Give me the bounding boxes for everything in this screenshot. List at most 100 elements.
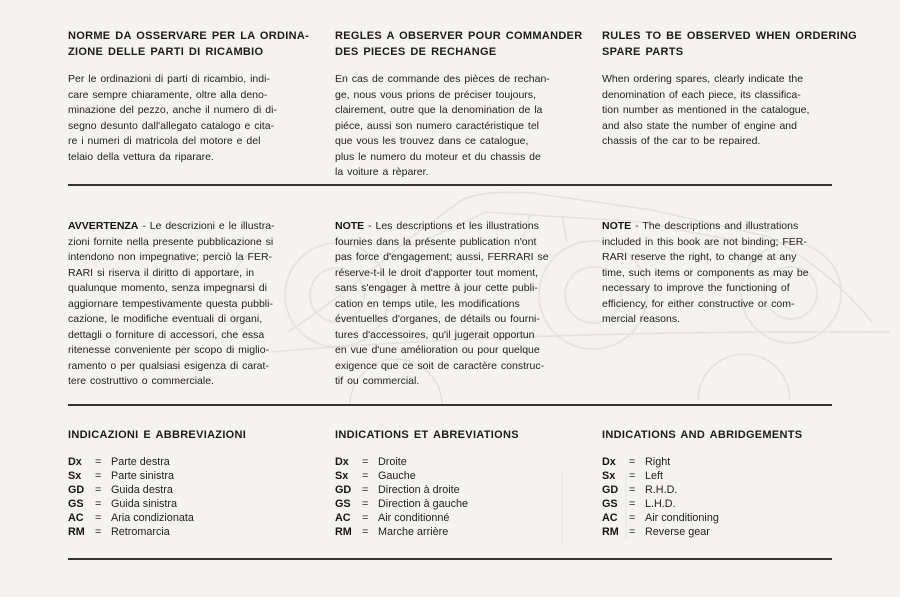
notes-section: AVVERTENZA - Le descrizioni e le illustr… xyxy=(68,219,834,390)
ordering-rules-title-it: NORME DA OSSERVARE PER LA ORDINA- ZIONE … xyxy=(68,30,310,58)
abbreviation-definition: Parte sinistra xyxy=(111,469,175,482)
abbreviation-code: Dx xyxy=(68,456,82,468)
abbreviation-definition: Air conditionné xyxy=(378,511,450,524)
abbreviation-code: Sx xyxy=(68,469,82,482)
abbreviation-definition: Air conditioning xyxy=(645,511,719,524)
abbreviations-list-it: Dx = Parte destra Sx = Parte sinistra GD = Gui… xyxy=(68,456,300,539)
abbreviation-definition: Droite xyxy=(378,456,407,468)
abbreviation-definition: R.H.D. xyxy=(645,483,678,496)
abbreviation-definition: Retromarcia xyxy=(111,525,170,538)
abbreviations-heading-row: INDICAZIONI E ABBREVIAZIONI INDICATIONS … xyxy=(68,429,834,441)
abbreviation-definition: Right xyxy=(645,456,671,468)
abbreviation-code: AC xyxy=(602,511,618,524)
column-italian: NORME DA OSSERVARE PER LA ORDINA- ZIONE … xyxy=(68,28,310,181)
abbreviation-code: GD xyxy=(335,483,352,496)
abbreviation-row: Dx = Droite xyxy=(335,456,567,470)
equals-sign: = xyxy=(629,456,636,468)
note-text-it: - Le descrizioni e le illustra- zioni fo… xyxy=(68,220,275,387)
equals-sign: = xyxy=(362,456,369,468)
abbreviation-row: Dx = Right xyxy=(602,456,834,470)
abbreviation-definition: Left xyxy=(645,469,664,482)
ordering-rules-paragraph-en: When ordering spares, clearly indicate t… xyxy=(602,73,810,147)
abbreviation-definition: Direction à droite xyxy=(378,483,460,496)
ordering-rules-paragraph-fr: En cas de commande des pièces de rechan-… xyxy=(335,73,550,178)
abbreviation-definition: Guida sinistra xyxy=(111,497,178,510)
abbreviation-row: Dx = Parte destra xyxy=(68,456,300,470)
abbreviation-definition: Guida destra xyxy=(111,483,173,496)
equals-sign: = xyxy=(95,525,102,538)
abbreviation-row: Sx = Parte sinistra xyxy=(68,470,300,484)
abbreviation-code: GS xyxy=(68,497,84,510)
ordering-rules-section: NORME DA OSSERVARE PER LA ORDINA- ZIONE … xyxy=(68,28,858,181)
note-text-fr: - Les descriptions et les illustrations … xyxy=(335,220,549,387)
abbreviation-row: GD = Direction à droite xyxy=(335,484,567,498)
abbreviation-code: Sx xyxy=(602,469,616,482)
abbreviation-code: AC xyxy=(68,511,84,524)
abbreviation-definition: Aria condizionata xyxy=(111,511,194,524)
abbreviation-code: GS xyxy=(602,497,618,510)
abbreviation-definition: Direction à gauche xyxy=(378,497,469,510)
equals-sign: = xyxy=(629,469,636,482)
abbreviation-code: RM xyxy=(335,525,352,538)
abbreviation-row: GD = R.H.D. xyxy=(602,484,834,498)
abbreviations-list-fr: Dx = Droite Sx = Gauche GD = Direction à droit… xyxy=(335,456,567,539)
equals-sign: = xyxy=(629,483,636,496)
abbreviations-list-row: Dx = Parte destra Sx = Parte sinistra GD = Gui… xyxy=(68,456,834,539)
abbreviation-code: GD xyxy=(602,483,619,496)
note-paragraph-it: AVVERTENZA - Le descrizioni e le illustr… xyxy=(68,219,300,390)
abbreviation-code: Dx xyxy=(602,456,616,468)
equals-sign: = xyxy=(95,469,102,482)
note-label-en: NOTE xyxy=(602,220,632,232)
equals-sign: = xyxy=(629,511,636,524)
equals-sign: = xyxy=(362,497,369,510)
abbreviation-code: Sx xyxy=(335,469,349,482)
abbreviation-row: Sx = Gauche xyxy=(335,470,567,484)
equals-sign: = xyxy=(362,483,369,496)
note-label-it: AVVERTENZA xyxy=(68,220,139,232)
note-text-en: - The descriptions and illustrations inc… xyxy=(602,220,809,325)
abbreviation-row: AC = Aria condizionata xyxy=(68,512,300,526)
equals-sign: = xyxy=(362,469,369,482)
abbreviation-code: RM xyxy=(602,525,619,538)
abbreviation-code: AC xyxy=(335,511,351,524)
note-label-fr: NOTE xyxy=(335,220,365,232)
abbreviation-row: RM = Reverse gear xyxy=(602,526,834,540)
abbreviation-code: GD xyxy=(68,483,85,496)
abbreviations-list-en: Dx = Right Sx = Left GD = R.H.D. GS = L.H.D. AC =… xyxy=(602,456,834,539)
abbreviation-row: RM = Marche arrière xyxy=(335,526,567,540)
abbreviation-code: Dx xyxy=(335,456,349,468)
ordering-rules-title-fr: REGLES A OBSERVER POUR COMMANDER DES PIE… xyxy=(335,30,583,58)
ordering-rules-title-en: RULES TO BE OBSERVED WHEN ORDERING SPARE… xyxy=(602,30,858,58)
abbreviation-row: AC = Air conditioning xyxy=(602,512,834,526)
abbreviation-definition: Marche arrière xyxy=(378,525,449,538)
abbreviation-row: GS = L.H.D. xyxy=(602,498,834,512)
middle-divider xyxy=(68,404,832,406)
abbreviation-code: GS xyxy=(335,497,351,510)
column-french: REGLES A OBSERVER POUR COMMANDER DES PIE… xyxy=(335,28,583,181)
column-english: RULES TO BE OBSERVED WHEN ORDERING SPARE… xyxy=(602,28,858,181)
ordering-rules-paragraph-it: Per le ordinazioni di parti di ricambio,… xyxy=(68,73,277,163)
abbreviation-row: GS = Direction à gauche xyxy=(335,498,567,512)
abbreviation-row: AC = Air conditionné xyxy=(335,512,567,526)
equals-sign: = xyxy=(362,511,369,524)
equals-sign: = xyxy=(95,511,102,524)
abbreviations-title-fr: INDICATIONS ET ABREVIATIONS xyxy=(335,429,519,441)
abbreviation-row: GS = Guida sinistra xyxy=(68,498,300,512)
equals-sign: = xyxy=(629,525,636,538)
abbreviation-row: Sx = Left xyxy=(602,470,834,484)
equals-sign: = xyxy=(95,483,102,496)
equals-sign: = xyxy=(95,497,102,510)
abbreviation-definition: Gauche xyxy=(378,469,416,482)
abbreviation-definition: L.H.D. xyxy=(645,497,676,510)
abbreviation-definition: Parte destra xyxy=(111,456,170,468)
note-paragraph-fr: NOTE - Les descriptions et les illustrat… xyxy=(335,219,567,390)
equals-sign: = xyxy=(362,525,369,538)
bottom-divider xyxy=(68,558,832,560)
note-paragraph-en: NOTE - The descriptions and illustration… xyxy=(602,219,834,390)
abbreviations-title-it: INDICAZIONI E ABBREVIAZIONI xyxy=(68,429,247,441)
abbreviation-row: RM = Retromarcia xyxy=(68,526,300,540)
abbreviation-definition: Reverse gear xyxy=(645,525,710,538)
abbreviation-row: GD = Guida destra xyxy=(68,484,300,498)
abbreviation-code: RM xyxy=(68,525,85,538)
abbreviations-title-en: INDICATIONS AND ABRIDGEMENTS xyxy=(602,429,803,441)
